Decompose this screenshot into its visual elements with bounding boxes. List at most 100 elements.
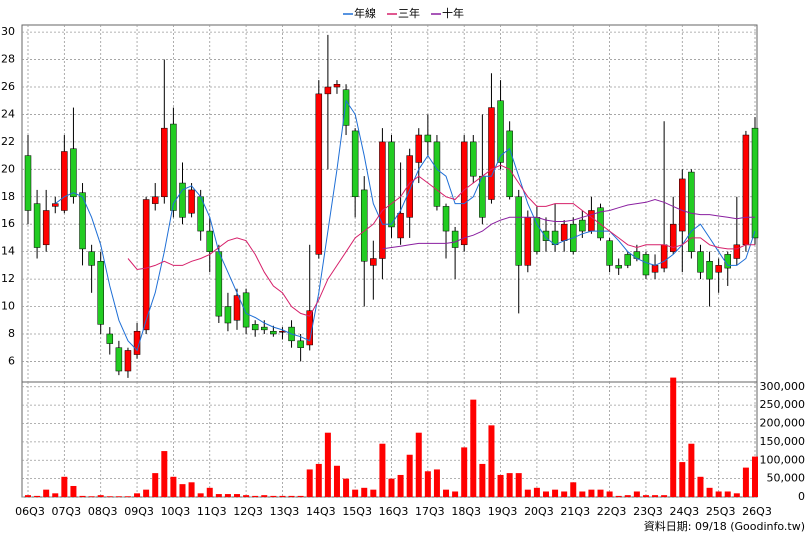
candle-body (388, 141, 395, 228)
volume-bar (715, 491, 722, 497)
footnote: 資料日期: 09/18 (Goodinfo.tw) (644, 519, 805, 533)
volume-bar (570, 482, 577, 497)
volume-bar (452, 491, 459, 497)
candle-body (542, 230, 550, 241)
legend-label: 十年 (442, 6, 464, 20)
legend-label: 年線 (354, 6, 376, 20)
volume-bar (61, 476, 68, 497)
volume-bar (279, 495, 286, 497)
y-tick-label: 10 (1, 300, 15, 313)
candle-body (506, 130, 513, 198)
volume-bar (25, 495, 31, 497)
volume-bar (152, 473, 159, 497)
volume-bar (533, 487, 540, 497)
volume-bar (143, 489, 150, 497)
candle-body (224, 306, 232, 324)
candle-body (215, 251, 223, 317)
candle-body (424, 134, 432, 143)
volume-bar (642, 495, 649, 497)
candle-body (406, 155, 413, 218)
x-tick-label: 24Q3 (669, 505, 699, 518)
volume-bar (224, 494, 231, 497)
x-tick-label: 17Q3 (415, 505, 445, 518)
volume-bar (688, 443, 695, 497)
x-tick-label: 10Q3 (161, 505, 191, 518)
volume-bar (134, 493, 141, 497)
volume-bar (34, 495, 41, 497)
y-tick-label: 14 (1, 245, 15, 258)
volume-bar (261, 495, 268, 497)
candle-body (351, 130, 359, 198)
candle-body (52, 203, 59, 207)
x-tick-label: 09Q3 (124, 505, 154, 518)
candle-body (606, 240, 613, 266)
volume-bar (497, 474, 504, 497)
candle-body (733, 244, 741, 259)
candle-body (415, 134, 423, 163)
y-tick-label: 12 (1, 272, 15, 285)
candle-body (442, 206, 450, 232)
volume-bar (352, 489, 359, 497)
volume-bar (397, 474, 404, 497)
volume-bar (188, 482, 195, 497)
volume-bar (606, 491, 613, 497)
candle-body (124, 350, 132, 372)
volume-bar (170, 476, 177, 497)
candle-body (333, 84, 341, 88)
volume-bar (370, 489, 377, 497)
candle-body (524, 217, 532, 266)
y2-tick-label: 50,000 (767, 472, 806, 485)
x-tick-label: 22Q3 (597, 505, 627, 518)
volume-bar (270, 495, 277, 497)
candle-body (597, 207, 604, 239)
candle-body (579, 219, 586, 232)
ma-line (54, 99, 756, 352)
y-tick-label: 26 (1, 80, 15, 93)
volume-bar (297, 495, 304, 497)
candle-body (61, 151, 68, 211)
candle-body (342, 89, 350, 126)
volume-bar (97, 495, 104, 497)
volume-bar (733, 493, 740, 497)
candle-body (724, 254, 731, 269)
candle-body (360, 189, 368, 262)
candle-body (170, 123, 177, 211)
candle-body (233, 295, 241, 321)
ma-line (127, 164, 755, 317)
volume-bar (124, 496, 131, 497)
candle-body (115, 347, 123, 372)
x-tick-label: 23Q3 (633, 505, 663, 518)
volume-bar (506, 473, 513, 497)
x-tick-label: 16Q3 (379, 505, 409, 518)
volume-bar (234, 494, 241, 497)
x-tick-label: 11Q3 (197, 505, 227, 518)
candle-body (142, 199, 150, 331)
volume-bar (70, 485, 77, 497)
volume-bar (324, 432, 331, 497)
y2-tick-label: 300,000 (760, 380, 806, 393)
y2-tick-label: 200,000 (760, 417, 806, 430)
volume-bar (615, 495, 622, 497)
volume-bar (415, 432, 422, 497)
candle-body (515, 196, 522, 266)
candle-body (24, 155, 32, 211)
volume-bar (443, 489, 450, 497)
volume-bar (661, 495, 668, 497)
candle-body (297, 340, 304, 348)
volume-bar (588, 489, 595, 497)
x-tick-label: 19Q3 (488, 505, 518, 518)
x-tick-label: 07Q3 (52, 505, 82, 518)
candle-body (370, 258, 377, 266)
candle-body (533, 217, 541, 252)
volume-bar (752, 456, 758, 497)
volume-bar (524, 489, 531, 497)
x-tick-label: 15Q3 (342, 505, 372, 518)
volume-bar (388, 478, 395, 497)
candle-body (242, 292, 250, 328)
volume-bar (315, 463, 322, 497)
candle-body (669, 223, 677, 252)
candle-body (451, 230, 459, 248)
candle-body (179, 182, 186, 218)
legend-label: 三年 (398, 6, 420, 20)
candle-body (206, 230, 213, 252)
